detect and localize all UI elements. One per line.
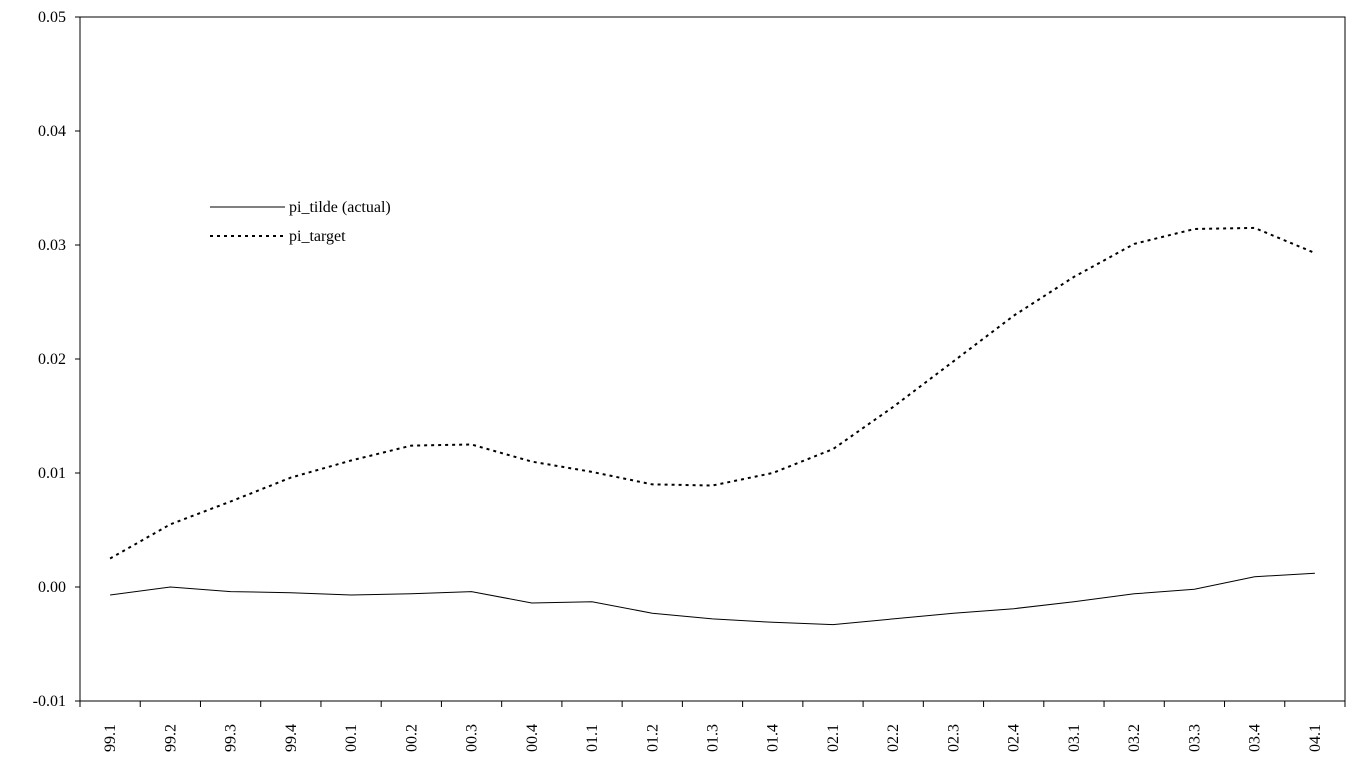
x-tick-label: 02.2	[885, 724, 902, 752]
x-tick-label: 02.4	[1006, 724, 1023, 752]
x-tick-label: 00.1	[343, 724, 360, 752]
y-tick-label: 0.00	[38, 579, 66, 596]
x-tick-label: 03.3	[1186, 724, 1203, 752]
x-tick-label: 00.2	[403, 724, 420, 752]
y-tick-label: 0.02	[38, 351, 66, 368]
x-tick-label: 01.2	[644, 724, 661, 752]
x-tick-label: 99.1	[102, 724, 119, 752]
y-tick-label: 0.05	[38, 9, 66, 26]
series-line-pi-tilde	[110, 572, 1315, 626]
legend-label-pi-target: pi_target	[289, 228, 346, 245]
x-tick-label: 99.3	[223, 724, 240, 752]
x-tick-label: 01.3	[705, 724, 722, 752]
plot-area	[79, 16, 1346, 702]
x-tick-label: 01.1	[584, 724, 601, 752]
legend-label-pi-tilde: pi_tilde (actual)	[289, 199, 391, 216]
series-line-pi-target	[109, 226, 1316, 560]
y-tick-label: 0.04	[38, 123, 66, 140]
x-tick-label: 03.2	[1126, 724, 1143, 752]
x-tick-label: 03.4	[1247, 724, 1264, 752]
series-layer	[109, 226, 1316, 626]
y-tick-label: 0.01	[38, 465, 66, 482]
x-tick-label: 03.1	[1066, 724, 1083, 752]
x-tick-label: 01.4	[765, 724, 782, 752]
y-tick-label: -0.01	[33, 693, 66, 710]
y-axis: 0.05 0.04 0.03 0.02 0.01 0.00 -0.01	[33, 9, 80, 710]
x-tick-label: 02.3	[945, 724, 962, 752]
x-tick-label: 99.4	[283, 724, 300, 752]
y-tick-label: 0.03	[38, 237, 66, 254]
x-tick-label: 00.3	[464, 724, 481, 752]
x-tick-label: 02.1	[825, 724, 842, 752]
x-tick-label: 99.2	[162, 724, 179, 752]
legend: pi_tilde (actual) pi_target	[210, 199, 391, 245]
x-tick-label: 00.4	[524, 724, 541, 752]
x-tick-label: 04.1	[1307, 724, 1324, 752]
x-axis: 99.1 99.2 99.3 99.4 00.1 00.2 00.3 00.4 01.1 01.2…	[79, 701, 1346, 752]
